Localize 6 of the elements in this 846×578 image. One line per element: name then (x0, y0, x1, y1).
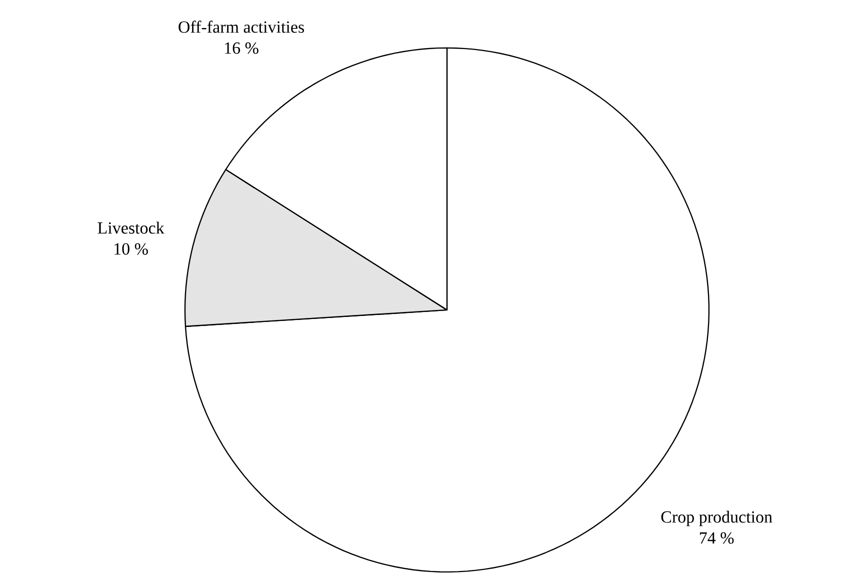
data-label: 16 % (225, 42, 258, 54)
slice-label: Crop production (661, 510, 772, 526)
slice-label: Off-farm activities (178, 20, 304, 33)
slice-label: Livestock (98, 222, 164, 234)
data-label: 74 % (700, 532, 734, 544)
data-label: 10 % (114, 243, 148, 255)
